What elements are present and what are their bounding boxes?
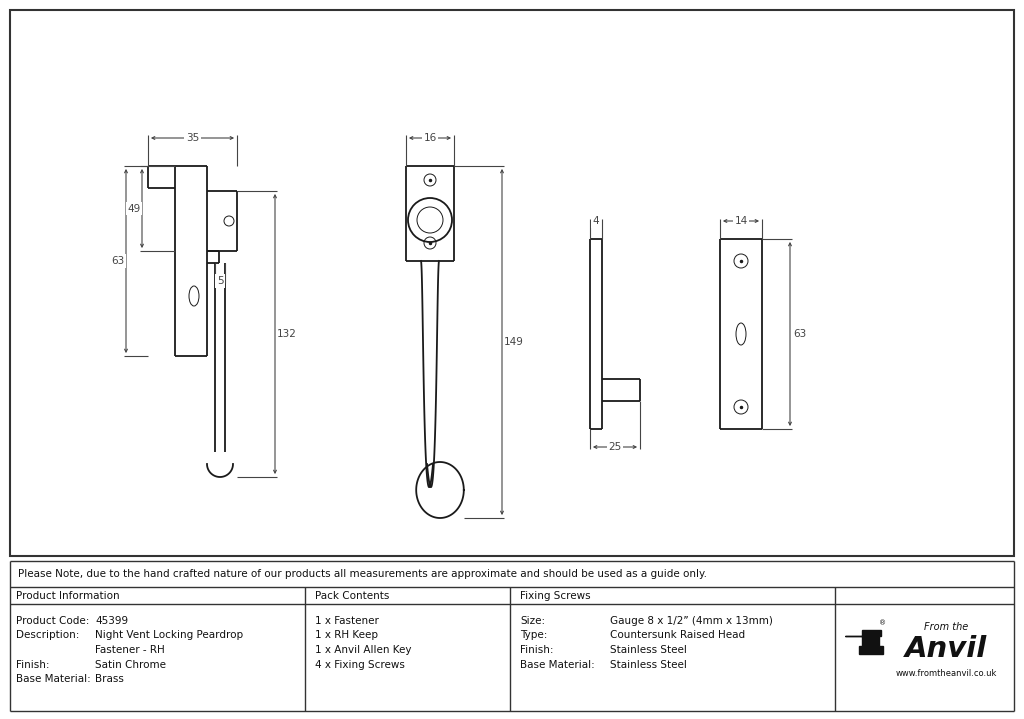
Polygon shape	[845, 630, 883, 654]
Text: 5: 5	[217, 276, 223, 286]
Text: 25: 25	[608, 442, 622, 452]
Text: Night Vent Locking Peardrop: Night Vent Locking Peardrop	[95, 631, 243, 641]
Text: Base Material:: Base Material:	[16, 674, 91, 684]
Text: Product Code:: Product Code:	[16, 616, 89, 626]
Text: 16: 16	[423, 133, 436, 143]
Text: 35: 35	[186, 133, 199, 143]
Text: 49: 49	[127, 203, 140, 214]
Text: 45399: 45399	[95, 616, 128, 626]
Text: 149: 149	[504, 337, 524, 347]
Text: Fixing Screws: Fixing Screws	[520, 591, 591, 601]
Text: Gauge 8 x 1/2” (4mm x 13mm): Gauge 8 x 1/2” (4mm x 13mm)	[610, 616, 773, 626]
Text: 4 x Fixing Screws: 4 x Fixing Screws	[315, 659, 404, 669]
Bar	[10, 10, 1014, 556]
Text: Pack Contents: Pack Contents	[315, 591, 389, 601]
Text: 1 x Anvil Allen Key: 1 x Anvil Allen Key	[315, 645, 412, 655]
Text: 63: 63	[794, 329, 807, 339]
Text: 1 x Fastener: 1 x Fastener	[315, 616, 379, 626]
Text: Stainless Steel: Stainless Steel	[610, 659, 687, 669]
Text: Type:: Type:	[520, 631, 548, 641]
Text: Product Information: Product Information	[16, 591, 120, 601]
Text: From the: From the	[925, 622, 969, 632]
Text: 4: 4	[593, 216, 599, 226]
Text: www.fromtheanvil.co.uk: www.fromtheanvil.co.uk	[896, 669, 997, 677]
Text: 132: 132	[278, 329, 297, 339]
Text: Finish:: Finish:	[16, 659, 49, 669]
Text: Anvil: Anvil	[905, 635, 987, 663]
Text: Fastener - RH: Fastener - RH	[95, 645, 165, 655]
Text: 1 x RH Keep: 1 x RH Keep	[315, 631, 378, 641]
Text: ®: ®	[880, 620, 887, 626]
Text: Satin Chrome: Satin Chrome	[95, 659, 166, 669]
Text: Base Material:: Base Material:	[520, 659, 595, 669]
Text: 14: 14	[734, 216, 748, 226]
Text: Size:: Size:	[520, 616, 545, 626]
Text: Description:: Description:	[16, 631, 80, 641]
Text: 63: 63	[112, 256, 125, 266]
Text: Stainless Steel: Stainless Steel	[610, 645, 687, 655]
Text: Finish:: Finish:	[520, 645, 554, 655]
Text: Brass: Brass	[95, 674, 124, 684]
Text: Countersunk Raised Head: Countersunk Raised Head	[610, 631, 745, 641]
Text: Please Note, due to the hand crafted nature of our products all measurements are: Please Note, due to the hand crafted nat…	[18, 569, 707, 579]
